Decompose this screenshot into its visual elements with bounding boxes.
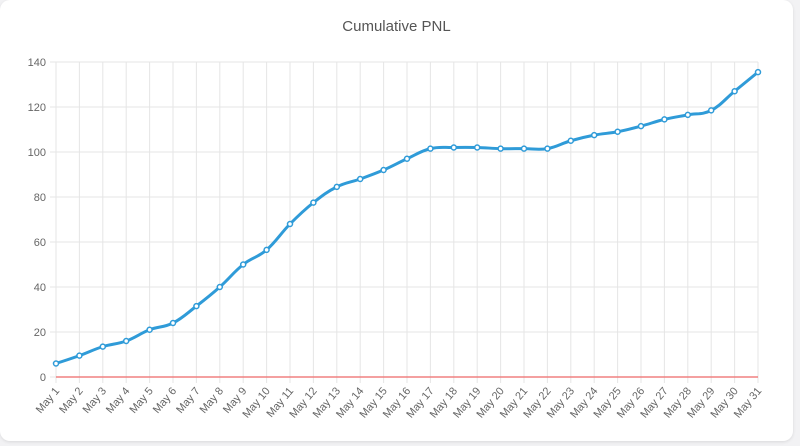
data-point [520,145,528,152]
data-point [450,144,458,151]
data-point [544,145,551,152]
data-point [122,337,130,345]
x-tick-label: May 7 [174,385,202,416]
y-tick-label: 60 [34,237,46,249]
data-point [146,326,153,333]
data-point [380,166,387,174]
x-tick-label: May 8 [198,385,226,416]
data-point [169,319,177,327]
chart-title: Cumulative PNL [342,18,451,35]
data-point [567,137,575,144]
data-point [216,283,224,291]
data-point [427,145,434,152]
x-tick-label: May 1 [34,385,62,416]
y-tick-label: 140 [28,57,46,69]
data-point [731,88,738,95]
data-point [99,343,107,350]
data-point [286,220,294,228]
data-point [707,107,715,114]
data-point [193,302,200,310]
series-points [52,68,762,367]
x-tick-label: May 2 [57,385,85,416]
data-point [403,155,411,162]
data-point [310,199,317,206]
y-axis-ticks: 0 20 40 60 80 100 120 140 [28,57,46,384]
data-point [614,128,621,135]
y-tick-label: 120 [28,102,46,114]
chart-grid [50,61,759,383]
data-point [239,261,247,268]
y-tick-label: 20 [34,327,46,339]
data-point [76,352,83,359]
y-tick-label: 40 [34,282,46,294]
x-tick-label: May 5 [127,385,155,416]
data-point [356,175,364,183]
x-tick-label: May 4 [104,385,132,416]
x-tick-label: May 3 [81,385,109,416]
data-point [333,183,341,191]
data-point [684,111,692,119]
data-point [590,131,598,139]
y-tick-label: 0 [40,372,46,384]
data-point [52,360,60,367]
data-point [754,68,762,76]
data-point [497,145,504,152]
data-point [661,116,668,123]
data-point [263,246,270,254]
y-tick-label: 100 [28,147,46,159]
data-point [473,144,481,151]
data-point [637,122,645,130]
y-tick-label: 80 [34,192,46,204]
x-tick-label: May 6 [151,385,179,416]
